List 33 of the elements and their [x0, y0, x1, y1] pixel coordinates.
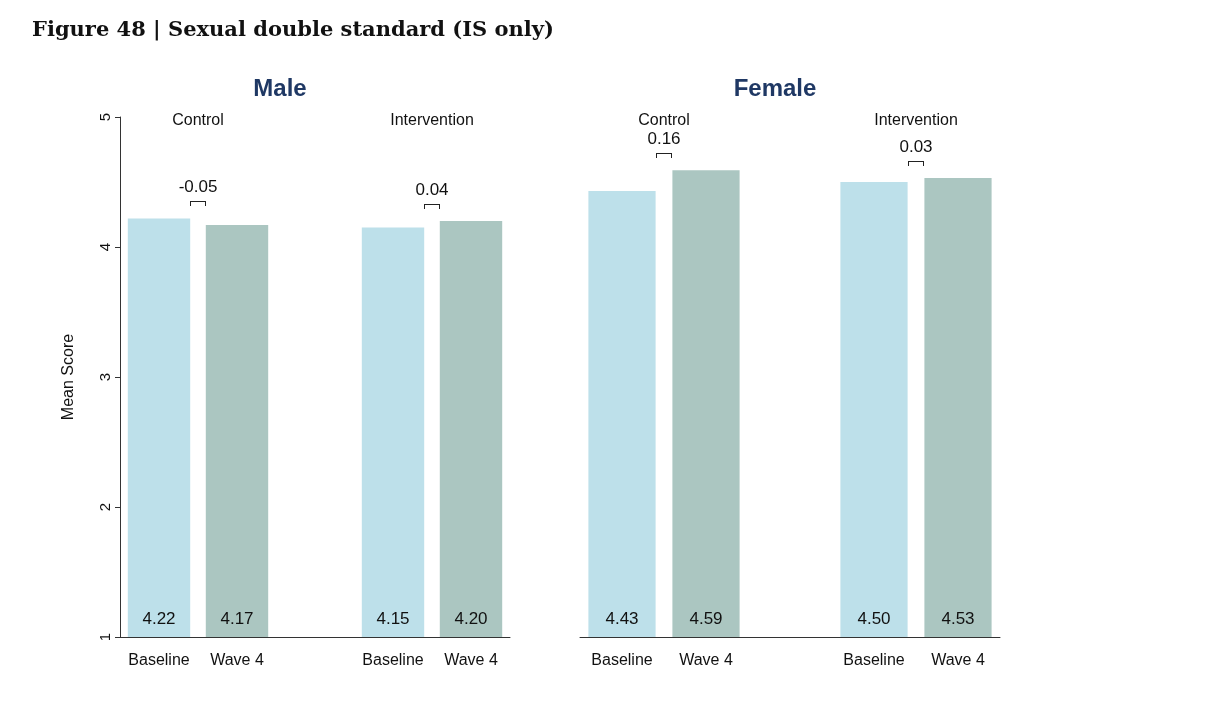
data-label: 4.15 — [376, 609, 410, 628]
data-label: 4.59 — [689, 609, 723, 628]
annotation: -0.05 — [178, 176, 218, 196]
x-tick-label: Wave 4 — [210, 650, 264, 668]
data-label: 4.43 — [605, 609, 639, 628]
data-label: 4.22 — [142, 609, 176, 628]
x-tick-label: Wave 4 — [679, 650, 733, 668]
x-tick-label: Baseline — [362, 650, 424, 668]
annotation: 0.04 — [415, 179, 449, 199]
x-tick-label: Baseline — [843, 650, 905, 668]
data-label: 4.20 — [454, 609, 488, 628]
chart-subtitle: Male — [253, 73, 307, 101]
y-tick-label: 3 — [96, 372, 113, 382]
x-tick-label: Baseline — [128, 650, 190, 668]
chart-subtitle: Female — [733, 73, 817, 101]
y-axis-title: Mean Score — [58, 333, 76, 421]
annotation: Control — [172, 110, 224, 128]
annotation: 0.03 — [899, 136, 933, 156]
x-tick-label: Wave 4 — [931, 650, 985, 668]
y-tick-label: 2 — [96, 502, 113, 512]
annotation: Intervention — [390, 110, 474, 128]
y-tick-label: 1 — [96, 632, 113, 642]
y-tick-label: 5 — [96, 112, 113, 122]
annotation: 0.16 — [647, 128, 681, 148]
annotation: Control — [638, 110, 690, 128]
data-label: 4.50 — [857, 609, 891, 628]
data-label: 4.53 — [941, 609, 975, 628]
x-tick-label: Wave 4 — [444, 650, 498, 668]
y-tick-label: 4 — [96, 242, 113, 252]
annotation: Intervention — [874, 110, 958, 128]
x-tick-label: Baseline — [591, 650, 653, 668]
chart-title: Figure 48 | Sexual double standard (IS only) — [32, 16, 554, 41]
data-label: 4.17 — [220, 609, 254, 628]
